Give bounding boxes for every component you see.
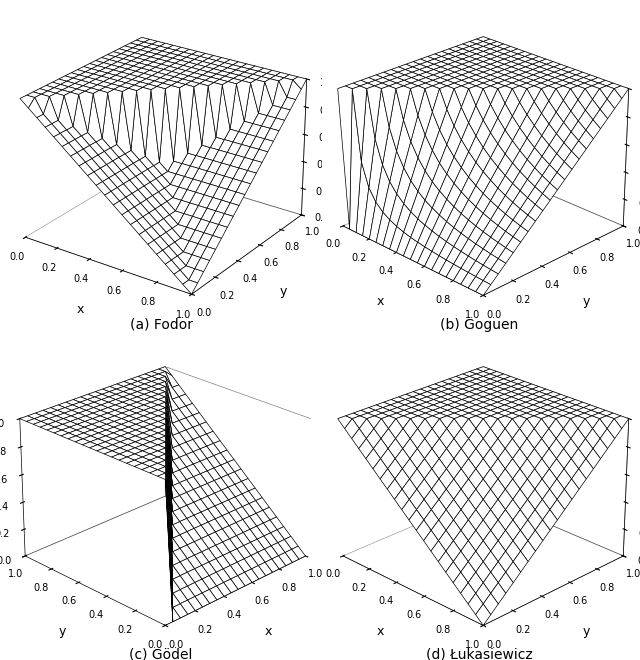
- Y-axis label: y: y: [583, 295, 590, 308]
- X-axis label: x: x: [376, 625, 383, 638]
- X-axis label: x: x: [376, 295, 383, 308]
- X-axis label: x: x: [265, 625, 272, 638]
- Title: (b) Goguen: (b) Goguen: [440, 317, 518, 332]
- X-axis label: x: x: [77, 304, 84, 316]
- Y-axis label: y: y: [280, 285, 287, 298]
- Y-axis label: y: y: [583, 625, 590, 638]
- Y-axis label: y: y: [58, 625, 66, 638]
- Title: (a) Fodor: (a) Fodor: [129, 317, 193, 332]
- Title: (d) Łukasiewicz: (d) Łukasiewicz: [426, 647, 532, 660]
- Title: (c) Gödel: (c) Gödel: [129, 647, 193, 660]
